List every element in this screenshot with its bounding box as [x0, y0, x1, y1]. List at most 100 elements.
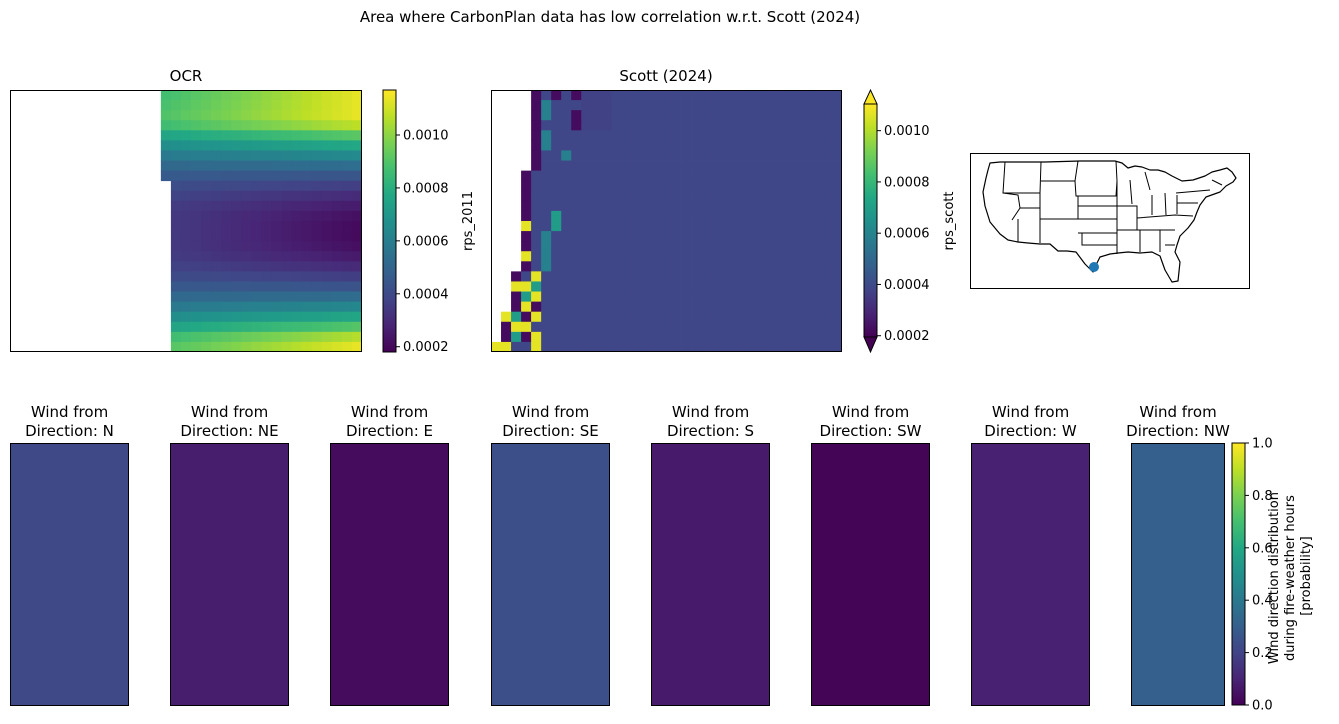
heatmap-cell [821, 271, 833, 282]
heatmap-cell [741, 331, 753, 343]
heatmap-cell [271, 221, 282, 232]
heatmap-cell [301, 130, 313, 141]
heatmap-cell [251, 321, 262, 333]
heatmap-cell [731, 100, 743, 111]
colorbar-tick-label: 0.0002 [884, 329, 930, 344]
heatmap-cell [701, 100, 713, 111]
heatmap-cell [811, 120, 823, 131]
heatmap-cell [691, 140, 702, 151]
heatmap-cell [681, 100, 692, 111]
heatmap-cell [561, 311, 572, 323]
heatmap-cell [331, 301, 343, 313]
heatmap-cell [601, 200, 612, 212]
heatmap-cell [180, 180, 192, 192]
scott-axes-frame [491, 90, 842, 352]
heatmap-cell [771, 241, 783, 252]
wind-panel-title-line1: Wind from [1139, 403, 1216, 421]
heatmap-cell [351, 231, 362, 242]
heatmap-cell [761, 251, 773, 262]
heatmap-cell [160, 110, 172, 121]
heatmap-cell [611, 130, 622, 141]
heatmap-cell [531, 200, 542, 212]
heatmap-cell [771, 311, 783, 323]
heatmap-cell [321, 140, 333, 151]
heatmap-cell [661, 301, 672, 313]
heatmap-cell [651, 281, 662, 292]
heatmap-cell [551, 341, 562, 352]
heatmap-cell [611, 321, 622, 333]
heatmap-cell [341, 221, 353, 232]
heatmap-cell [291, 231, 303, 242]
heatmap-cell [601, 281, 612, 292]
heatmap-cell [661, 291, 672, 303]
heatmap-cell [731, 281, 743, 292]
heatmap-cell [721, 341, 733, 352]
heatmap-cell [741, 160, 753, 172]
heatmap-cell [561, 291, 572, 303]
heatmap-cell [631, 251, 642, 262]
heatmap-cell [191, 271, 202, 282]
heatmap-cell [801, 110, 813, 121]
heatmap-cell [771, 200, 783, 212]
heatmap-cell [651, 100, 662, 111]
heatmap-cell [521, 291, 532, 303]
heatmap-cell [681, 190, 692, 202]
heatmap-cell [691, 281, 702, 292]
colorbar-tick-label: 0.0 [1252, 699, 1273, 714]
heatmap-cell [261, 110, 272, 121]
heatmap-cell [221, 190, 232, 202]
heatmap-cell [261, 170, 272, 182]
heatmap-cell [731, 180, 743, 192]
heatmap-cell [731, 231, 743, 242]
heatmap-cell [311, 281, 323, 292]
heatmap-cell [591, 241, 602, 252]
heatmap-cell [641, 271, 652, 282]
wind-panel-title-line2: Direction: SW [820, 422, 922, 440]
heatmap-cell [321, 331, 333, 343]
heatmap-cell [721, 251, 733, 262]
heatmap-cell [561, 231, 572, 242]
heatmap-cell [721, 210, 733, 222]
heatmap-cell [541, 311, 552, 323]
heatmap-cell [301, 180, 313, 192]
heatmap-cell [231, 100, 242, 111]
heatmap-cell [311, 261, 323, 272]
heatmap-cell [191, 311, 202, 323]
heatmap-cell [631, 210, 642, 222]
heatmap-cell [681, 90, 692, 101]
heatmap-cell [201, 261, 212, 272]
heatmap-cell [180, 311, 192, 323]
heatmap-cell [621, 110, 632, 121]
heatmap-cell [231, 210, 242, 222]
wind-panel-title-line1: Wind from [992, 403, 1069, 421]
heatmap-cell [351, 130, 362, 141]
heatmap-cell [281, 281, 292, 292]
heatmap-cell [791, 241, 803, 252]
heatmap-cell [601, 341, 612, 352]
heatmap-cell [521, 190, 532, 202]
colorbar-tick-label: 0.8 [1252, 489, 1273, 504]
heatmap-cell [661, 120, 672, 131]
heatmap-cell [331, 90, 343, 101]
heatmap-cell [291, 261, 303, 272]
heatmap-cell [251, 200, 262, 212]
heatmap-cell [341, 140, 353, 151]
colorbar-tick-label: 0.0002 [403, 340, 449, 355]
heatmap-cell [571, 210, 582, 222]
heatmap-cell [721, 170, 733, 182]
heatmap-cell [621, 241, 632, 252]
wind-panel-cell [1131, 443, 1225, 706]
heatmap-cell [641, 231, 652, 242]
heatmap-cell [771, 110, 783, 121]
heatmap-cell [751, 150, 763, 161]
heatmap-cell [691, 311, 702, 323]
heatmap-cell [191, 301, 202, 313]
heatmap-cell [711, 251, 723, 262]
heatmap-cell [531, 301, 542, 313]
heatmap-cell [831, 311, 842, 323]
heatmap-cell [791, 190, 803, 202]
heatmap-cell [351, 160, 362, 172]
heatmap-cell [351, 190, 362, 202]
heatmap-cell [180, 110, 192, 121]
heatmap-cell [591, 200, 602, 212]
